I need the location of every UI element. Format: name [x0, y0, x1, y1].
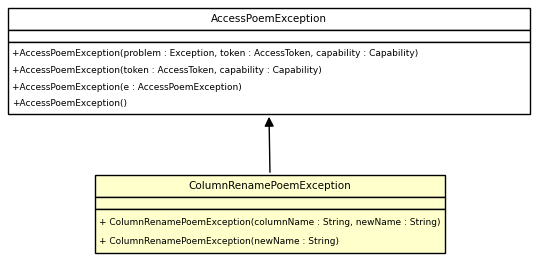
Text: +AccessPoemException(): +AccessPoemException(): [12, 100, 127, 108]
Text: AccessPoemException: AccessPoemException: [211, 14, 327, 24]
Bar: [95, 175, 445, 197]
Bar: [95, 209, 445, 253]
Bar: [95, 197, 445, 209]
Bar: [8, 8, 530, 30]
Text: ColumnRenamePoemException: ColumnRenamePoemException: [189, 181, 351, 191]
Text: +AccessPoemException(problem : Exception, token : AccessToken, capability : Capa: +AccessPoemException(problem : Exception…: [12, 49, 418, 58]
Text: + ColumnRenamePoemException(newName : String): + ColumnRenamePoemException(newName : St…: [99, 237, 339, 246]
Text: +AccessPoemException(e : AccessPoemException): +AccessPoemException(e : AccessPoemExcep…: [12, 83, 242, 92]
Bar: [8, 42, 530, 114]
Text: + ColumnRenamePoemException(columnName : String, newName : String): + ColumnRenamePoemException(columnName :…: [99, 218, 440, 227]
Bar: [8, 30, 530, 42]
Text: +AccessPoemException(token : AccessToken, capability : Capability): +AccessPoemException(token : AccessToken…: [12, 66, 322, 75]
